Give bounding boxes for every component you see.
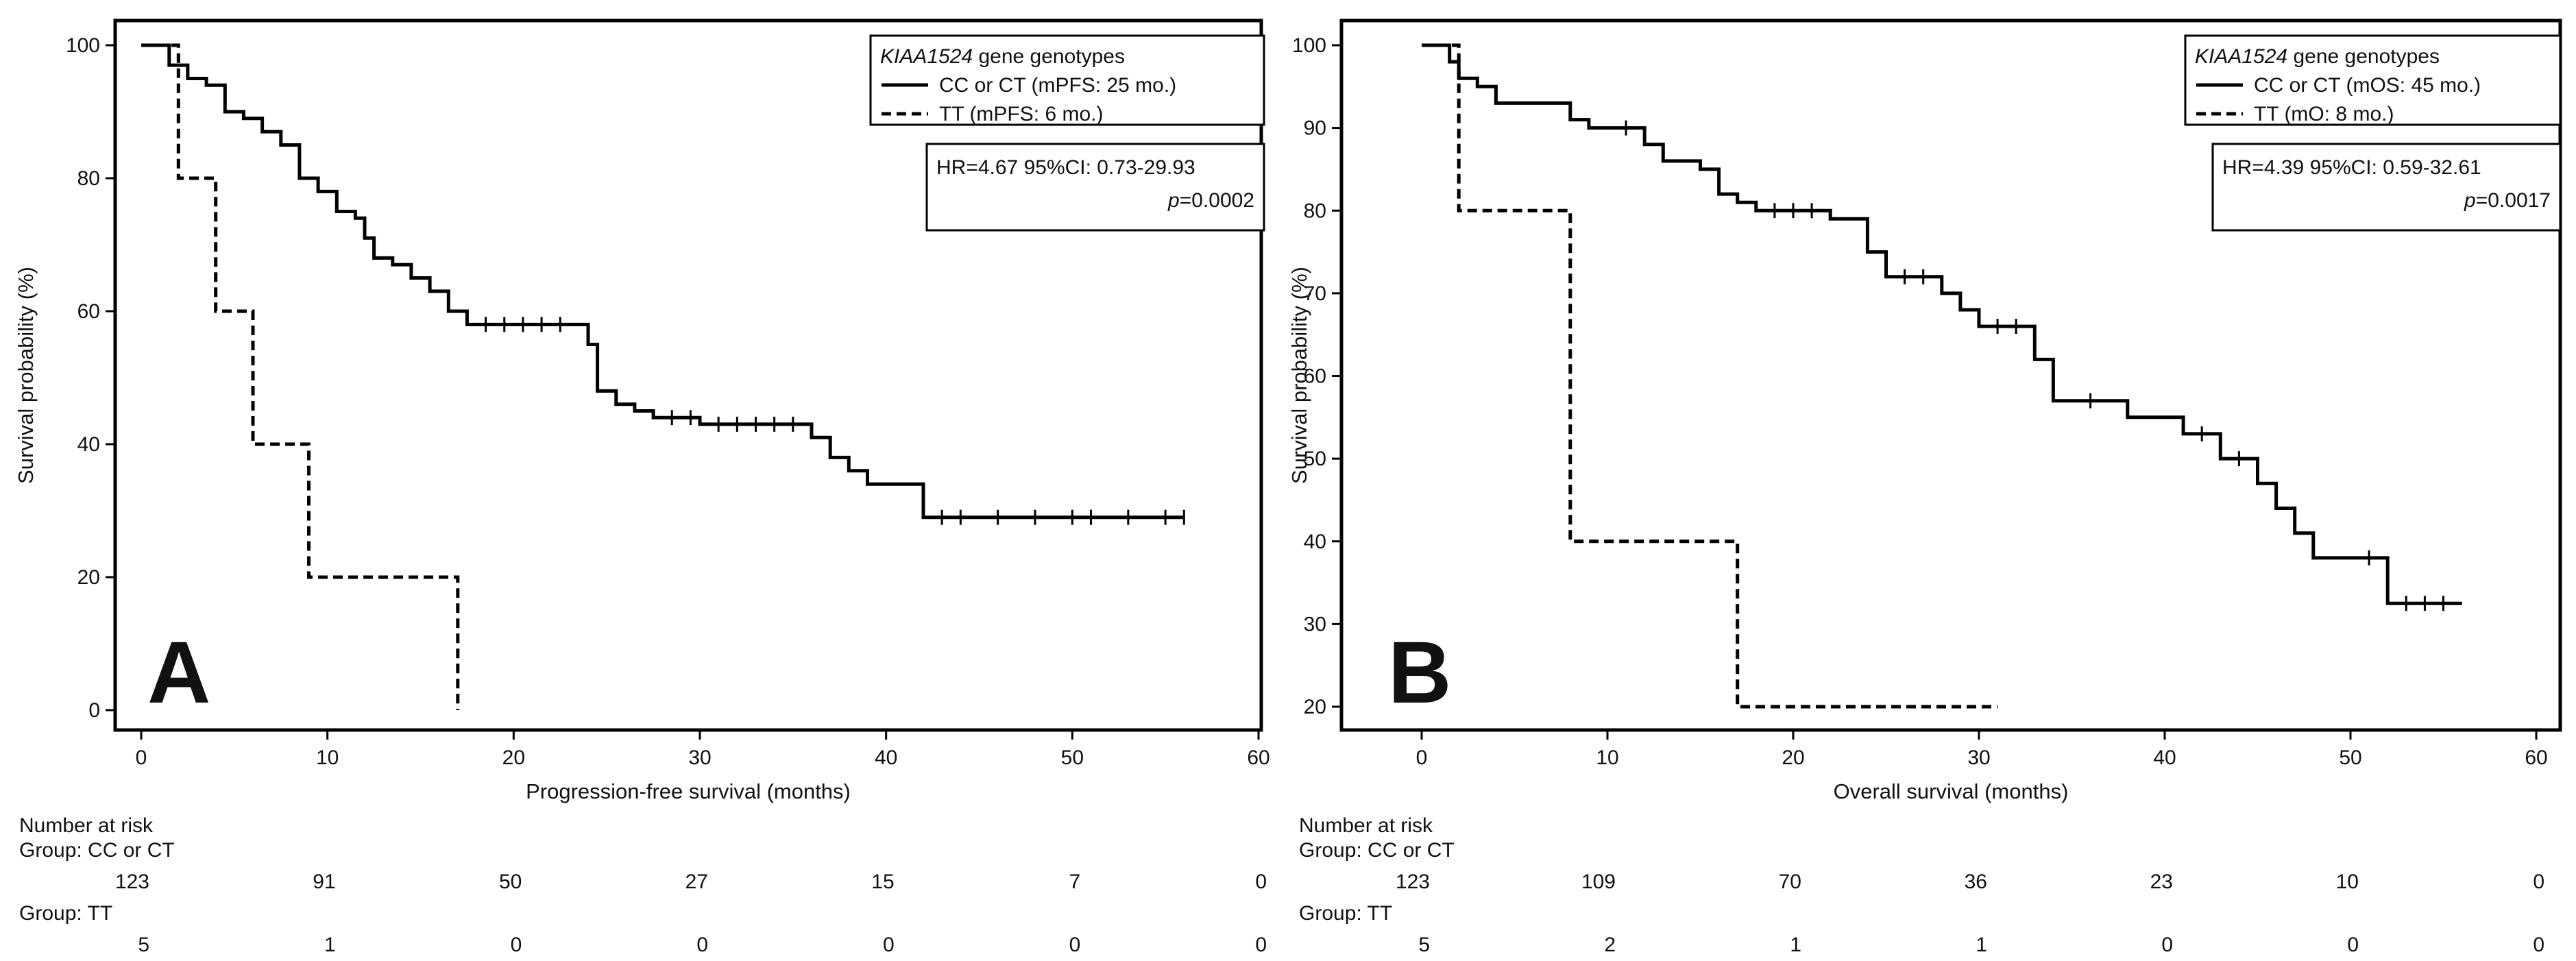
legend-title: KIAA1524 gene genotypes	[2195, 45, 2440, 68]
y-tick-label: 100	[1292, 34, 1326, 57]
hazard-ratio-box	[2211, 143, 2562, 232]
y-tick-label: 80	[1304, 199, 1326, 222]
risk-table-title: Number at risk	[1299, 814, 1433, 837]
risk-count: 0	[510, 934, 522, 956]
y-tick-label: 40	[77, 433, 100, 456]
panel-label: B	[1388, 624, 1451, 722]
x-tick-label: 40	[2153, 746, 2176, 769]
x-tick-label: 20	[502, 746, 525, 769]
y-tick-label: 40	[1304, 531, 1326, 553]
legend-box	[2184, 34, 2562, 126]
p-value-text: p=0.0017	[2464, 189, 2551, 212]
risk-count: 109	[1581, 871, 1616, 893]
risk-table-title: Number at risk	[19, 814, 154, 837]
risk-count: 23	[2150, 871, 2173, 893]
risk-count: 0	[1255, 934, 1267, 956]
risk-count: 91	[313, 871, 336, 893]
y-tick-label: 20	[1304, 696, 1326, 718]
x-tick-label: 10	[316, 746, 339, 769]
risk-count: 0	[2533, 934, 2544, 956]
plot-frame	[113, 19, 1263, 732]
x-tick-label: 0	[1416, 746, 1428, 769]
chart-panel-a: 0 10 20 30 40 50 60 0 20 40 60 80 100 Progression-fre…	[14, 19, 1270, 803]
risk-group-label: Group: CC or CT	[1299, 839, 1455, 862]
legend-entry: CC or CT (mPFS: 25 mo.)	[939, 74, 1176, 97]
y-tick-label: 50	[1304, 448, 1326, 470]
risk-count: 2	[1604, 934, 1616, 956]
x-axis-title: Progression-free survival (months)	[526, 779, 851, 803]
risk-count: 0	[882, 934, 895, 956]
risk-count: 50	[498, 871, 522, 893]
y-axis-title: Survival probability (%)	[14, 267, 38, 484]
x-tick-label: 30	[1967, 746, 1990, 769]
y-tick-label: 30	[1304, 613, 1326, 635]
risk-count: 1	[324, 934, 336, 956]
risk-count: 7	[1069, 871, 1081, 893]
x-axis-title: Overall survival (months)	[1834, 779, 2069, 803]
risk-count: 10	[2335, 871, 2359, 893]
survival-curve-tt	[141, 43, 460, 710]
risk-group-label: Group: CC or CT	[19, 839, 175, 862]
hazard-ratio-text: HR=4.39 95%CI: 0.59-32.61	[2222, 156, 2481, 179]
y-axis-title: Survival probability (%)	[1287, 267, 1311, 484]
x-tick-label: 0	[136, 746, 147, 769]
y-tick-label: 70	[1304, 282, 1326, 305]
y-tick-label: 60	[77, 300, 100, 323]
y-tick-label: 80	[77, 167, 100, 190]
risk-count: 15	[871, 871, 895, 893]
risk-count: 0	[2347, 934, 2359, 956]
legend-entry: TT (mO: 8 mo.)	[2254, 103, 2394, 125]
legend-entry: CC or CT (mOS: 45 mo.)	[2254, 74, 2481, 97]
risk-count: 0	[2161, 934, 2173, 956]
risk-count: 123	[1395, 871, 1430, 893]
risk-count: 1	[1976, 934, 1987, 956]
x-tick-label: 30	[688, 746, 711, 769]
legend-entry: TT (mPFS: 6 mo.)	[939, 103, 1103, 125]
x-tick-label: 10	[1596, 746, 1618, 769]
y-tick-label: 100	[66, 34, 100, 57]
x-tick-label: 50	[1061, 746, 1084, 769]
survival-curve-cc-ct	[141, 43, 1184, 520]
risk-count: 27	[685, 871, 708, 893]
y-tick-label: 0	[88, 699, 100, 722]
hazard-ratio-text: HR=4.67 95%CI: 0.73-29.93	[936, 156, 1195, 179]
survival-curve-tt	[1422, 43, 1998, 709]
risk-count: 0	[2533, 871, 2544, 893]
y-tick-label: 20	[77, 566, 100, 589]
risk-count: 0	[1255, 871, 1267, 893]
legend-title: KIAA1524 gene genotypes	[880, 45, 1125, 68]
risk-count: 70	[1778, 871, 1801, 893]
x-tick-label: 20	[1782, 746, 1804, 769]
x-tick-label: 40	[875, 746, 897, 769]
risk-count: 0	[696, 934, 708, 956]
risk-count: 1	[1790, 934, 1801, 956]
hazard-ratio-box	[925, 143, 1265, 232]
x-tick-label: 60	[1247, 746, 1269, 769]
risk-group-label: Group: TT	[1299, 902, 1393, 925]
legend-box	[869, 34, 1265, 126]
p-value-text: p=0.0002	[1167, 189, 1254, 212]
risk-count: 0	[1069, 934, 1081, 956]
y-tick-label: 60	[1304, 365, 1326, 388]
risk-count: 36	[1964, 871, 1987, 893]
risk-count: 123	[114, 871, 149, 893]
y-tick-label: 90	[1304, 117, 1326, 140]
survival-curve-cc-ct	[1422, 43, 2462, 605]
risk-count: 5	[1418, 934, 1430, 956]
x-tick-label: 50	[2339, 746, 2361, 769]
chart-panel-b: 0 10 20 30 40 50 60 20 30 40 50 60 70 80 90 100 Overall …	[1287, 19, 2562, 803]
plot-frame	[1339, 19, 2562, 732]
x-tick-label: 60	[2525, 746, 2547, 769]
risk-count: 5	[138, 934, 149, 956]
panel-label: A	[147, 624, 210, 722]
risk-group-label: Group: TT	[19, 902, 113, 925]
